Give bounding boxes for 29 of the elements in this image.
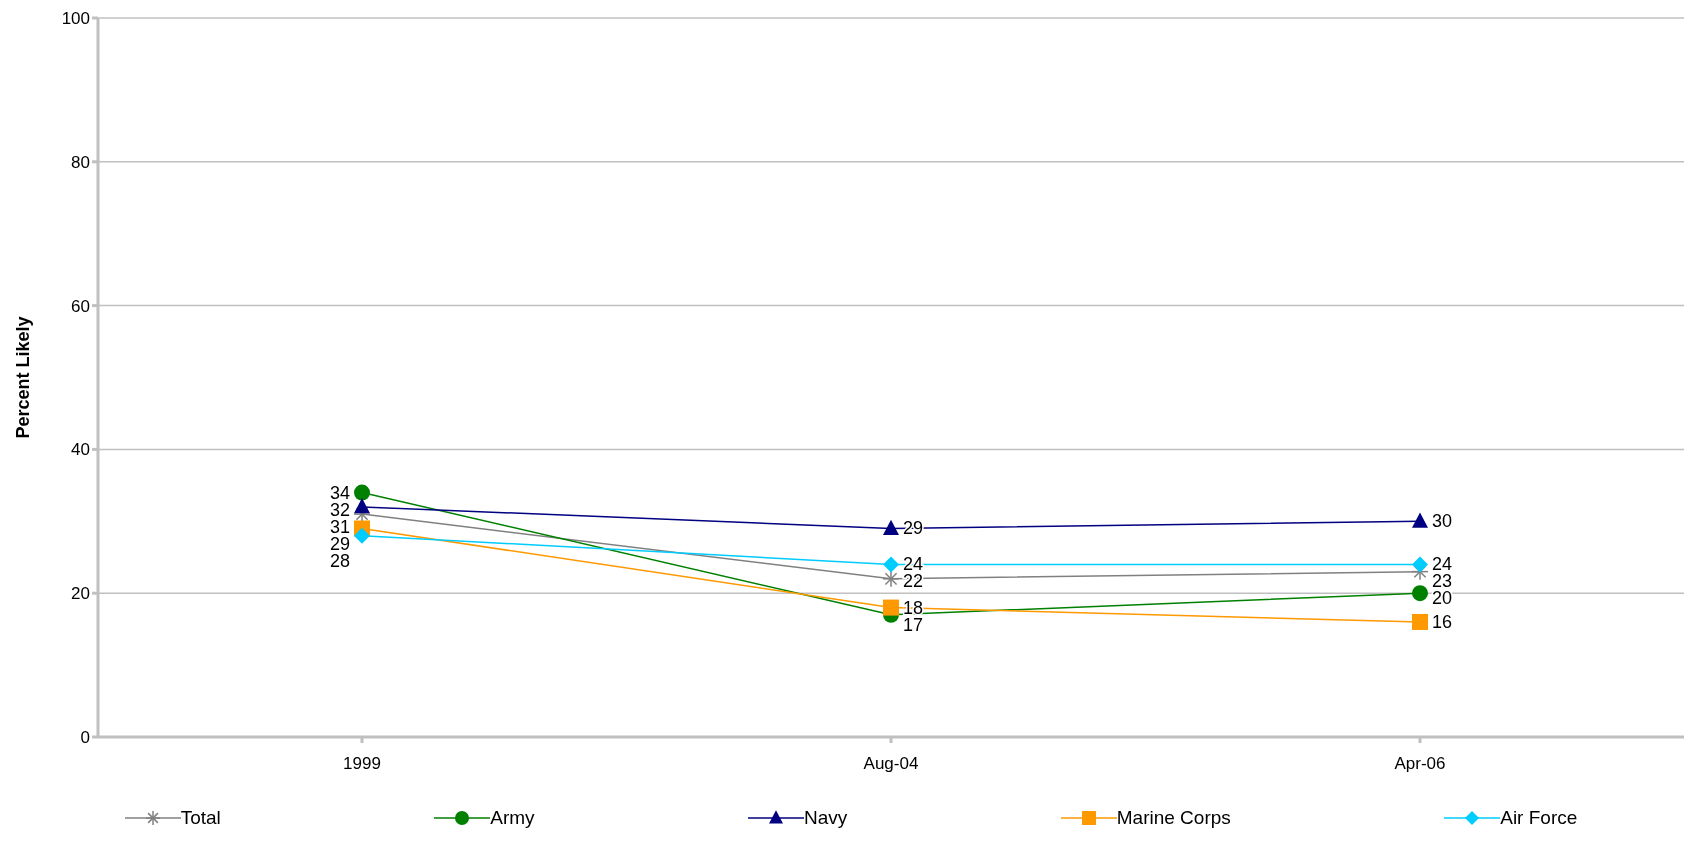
y-tick-label: 20 (71, 584, 90, 604)
point (354, 527, 370, 544)
data-label: 16 (1432, 611, 1453, 632)
legend-label: Total (180, 807, 221, 829)
data-label: 22 (903, 571, 924, 592)
point (883, 519, 899, 535)
point (1412, 585, 1428, 602)
point (354, 484, 370, 501)
y-tick-label: 100 (61, 9, 90, 29)
point (883, 599, 899, 616)
point (1412, 613, 1428, 630)
point (1412, 512, 1428, 528)
x-tick-label: Aug-04 (863, 754, 919, 774)
x-tick-label: Apr-06 (1394, 754, 1446, 774)
point (883, 556, 899, 573)
legend-label: Air Force (1500, 807, 1578, 829)
y-tick-label: 40 (71, 440, 90, 460)
point (354, 498, 370, 514)
data-label: 30 (1432, 511, 1453, 532)
x-tick-label: 1999 (343, 754, 381, 774)
legend-label: Navy (804, 807, 848, 829)
data-label: 17 (903, 614, 924, 635)
point (1412, 556, 1428, 573)
legend-label: Army (490, 807, 535, 829)
y-tick-label: 80 (71, 152, 90, 172)
y-axis-title: Percent Likely (13, 316, 34, 439)
y-tick-label: 0 (80, 728, 90, 748)
legend-label: Marine Corps (1116, 807, 1231, 829)
y-tick-label: 60 (71, 296, 90, 316)
